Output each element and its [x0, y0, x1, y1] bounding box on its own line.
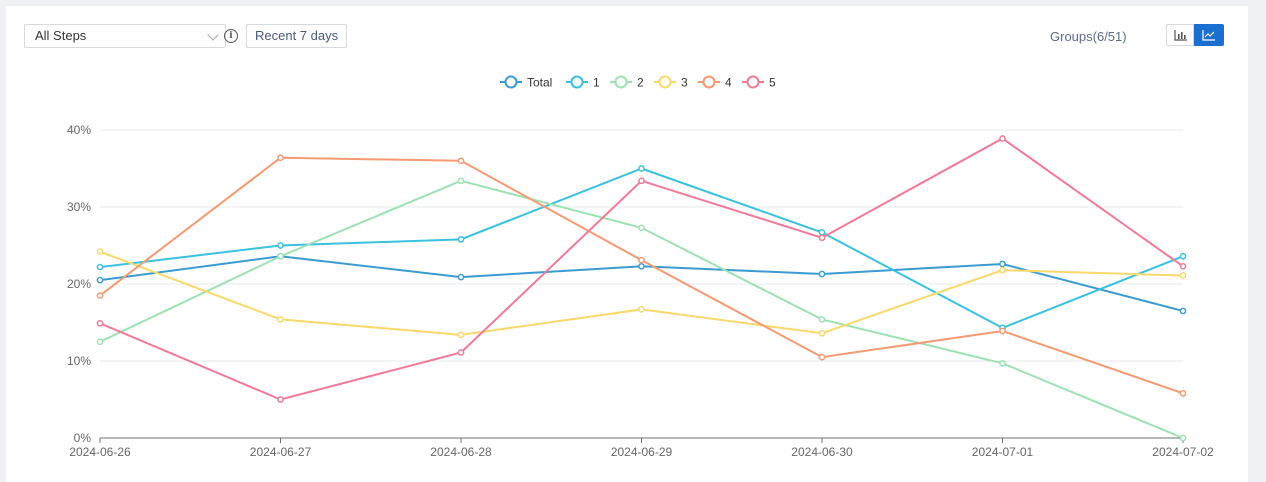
y-tick-label: 30%	[67, 200, 91, 214]
data-point[interactable]	[818, 234, 826, 242]
legend-label: 4	[725, 76, 732, 90]
data-point[interactable]	[638, 224, 645, 232]
date-range-button[interactable]: Recent 7 days	[246, 24, 348, 48]
data-point[interactable]	[1179, 389, 1187, 397]
data-point[interactable]	[1179, 434, 1187, 442]
data-point[interactable]	[999, 359, 1006, 367]
legend-item[interactable]: 4	[698, 75, 732, 90]
bar-chart-icon	[1174, 30, 1187, 41]
data-point[interactable]	[999, 266, 1006, 274]
data-point[interactable]	[999, 327, 1006, 335]
series-5[interactable]	[96, 135, 1187, 403]
data-point[interactable]	[638, 256, 645, 264]
line-chart-icon	[1202, 30, 1215, 41]
chart-card	[6, 6, 1248, 482]
data-point[interactable]	[457, 177, 465, 185]
legend-swatch-marker	[504, 75, 518, 89]
data-point[interactable]	[818, 229, 826, 236]
data-point[interactable]	[457, 331, 465, 339]
legend-label: 5	[769, 76, 776, 90]
x-tick-label: 2024-06-28	[430, 445, 492, 459]
page-scroll-gutter	[1252, 6, 1266, 482]
x-tick-label: 2024-07-01	[972, 445, 1034, 459]
data-point[interactable]	[638, 262, 645, 270]
legend-label: 3	[681, 76, 688, 90]
legend-swatch-marker	[746, 75, 760, 89]
line-chart-view-button[interactable]	[1194, 24, 1224, 46]
data-point[interactable]	[96, 319, 104, 327]
data-point[interactable]	[1179, 272, 1187, 279]
data-point[interactable]	[1179, 307, 1187, 315]
data-point[interactable]	[999, 260, 1006, 268]
series-line	[99, 167, 1184, 329]
legend-item[interactable]: Total	[500, 75, 552, 90]
data-point[interactable]	[277, 396, 284, 403]
steps-select-value: All Steps	[35, 28, 87, 43]
groups-selector[interactable]: Groups(6/51)	[1050, 29, 1127, 44]
data-point[interactable]	[638, 177, 645, 185]
legend-swatch-marker	[614, 75, 628, 89]
x-tick-label: 2024-07-02	[1152, 445, 1214, 459]
data-point[interactable]	[457, 273, 465, 281]
series-1[interactable]	[96, 165, 1187, 332]
x-tick-label: 2024-06-29	[611, 445, 673, 459]
legend-swatch-marker	[570, 75, 584, 89]
y-axis: 0% 10% 20% 30% 40%	[67, 123, 91, 445]
data-point[interactable]	[277, 154, 284, 162]
legend-item[interactable]: 2	[610, 75, 644, 90]
data-point[interactable]	[277, 242, 284, 249]
data-point[interactable]	[96, 276, 104, 284]
series-line	[99, 156, 1184, 395]
chart-legend: Total 1 2 3 4 5	[500, 75, 776, 90]
data-point[interactable]	[1179, 262, 1187, 270]
y-tick-label: 20%	[67, 277, 91, 291]
data-point[interactable]	[96, 248, 104, 256]
legend-label: 1	[593, 76, 600, 90]
legend-item[interactable]: 1	[566, 75, 600, 90]
legend-label: 2	[637, 76, 644, 90]
data-point[interactable]	[638, 306, 645, 313]
data-point[interactable]	[818, 353, 826, 361]
chart-series	[96, 135, 1187, 442]
series-4[interactable]	[96, 154, 1187, 397]
y-tick-label: 0%	[74, 431, 92, 445]
x-tick-label: 2024-06-26	[69, 445, 131, 459]
data-point[interactable]	[818, 329, 826, 337]
series-2[interactable]	[96, 177, 1187, 442]
legend-swatch-marker	[702, 75, 716, 89]
x-tick-label: 2024-06-30	[791, 445, 853, 459]
data-point[interactable]	[96, 338, 104, 346]
data-point[interactable]	[818, 270, 826, 278]
data-point[interactable]	[457, 157, 465, 165]
data-point[interactable]	[1179, 252, 1187, 260]
data-point[interactable]	[96, 263, 104, 271]
legend-item[interactable]: 5	[742, 75, 776, 90]
data-point[interactable]	[96, 292, 104, 299]
y-tick-label: 10%	[67, 354, 91, 368]
data-point[interactable]	[457, 235, 465, 243]
legend-swatch-marker	[658, 75, 672, 89]
series-3[interactable]	[96, 248, 1187, 339]
steps-select[interactable]: All Steps	[24, 24, 226, 48]
bar-chart-view-button[interactable]	[1166, 24, 1194, 46]
data-point[interactable]	[277, 252, 284, 260]
info-icon[interactable]: i	[224, 29, 238, 43]
data-point[interactable]	[457, 349, 465, 356]
data-point[interactable]	[999, 135, 1006, 142]
x-axis: 2024-06-26 2024-06-27 2024-06-28 2024-06-29…	[69, 437, 1214, 459]
legend-label: Total	[527, 76, 552, 90]
legend-item[interactable]: 3	[654, 75, 688, 90]
y-tick-label: 40%	[67, 123, 91, 137]
chart-grid	[100, 129, 1183, 362]
x-tick-label: 2024-06-27	[250, 445, 312, 459]
data-point[interactable]	[638, 165, 645, 172]
data-point[interactable]	[277, 316, 284, 323]
data-point[interactable]	[818, 316, 826, 323]
